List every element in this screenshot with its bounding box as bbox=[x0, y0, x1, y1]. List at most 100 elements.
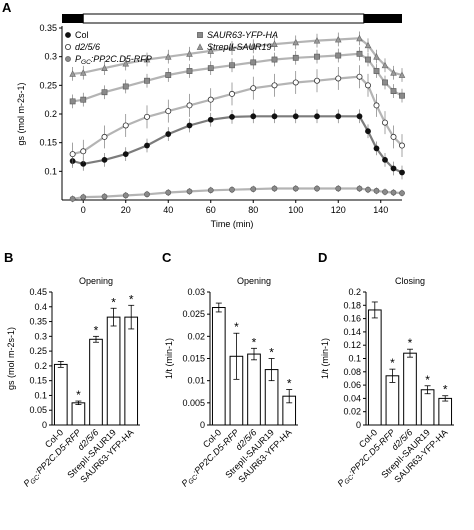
data-point bbox=[271, 56, 278, 63]
y-tick-label: 0.015 bbox=[182, 354, 205, 364]
data-point bbox=[250, 113, 257, 120]
y-tick-label: 0.25 bbox=[29, 346, 47, 356]
y-tick-label: 0.2 bbox=[44, 109, 57, 119]
significance-star: * bbox=[111, 295, 116, 309]
y-tick-label: 0.005 bbox=[182, 398, 205, 408]
y-tick-label: 0.35 bbox=[29, 317, 47, 327]
legend-label: d2/5/6 bbox=[75, 42, 100, 52]
x-axis-label: Time (min) bbox=[211, 219, 254, 229]
series-line bbox=[72, 75, 403, 156]
significance-star: * bbox=[76, 388, 81, 402]
y-tick-label: 0.16 bbox=[343, 314, 361, 324]
y-tick-label: 0.25 bbox=[39, 80, 57, 90]
data-point bbox=[228, 44, 236, 51]
data-point bbox=[80, 96, 87, 103]
data-point bbox=[101, 89, 108, 96]
data-point bbox=[101, 156, 108, 163]
data-point bbox=[398, 142, 405, 149]
y-tick-label: 0.02 bbox=[343, 407, 361, 417]
data-point bbox=[373, 52, 380, 60]
legend-marker bbox=[65, 44, 72, 51]
data-point bbox=[122, 83, 129, 90]
significance-star: * bbox=[390, 356, 395, 370]
data-point bbox=[186, 188, 193, 195]
data-point bbox=[271, 185, 278, 192]
y-tick-label: 0.03 bbox=[187, 287, 205, 297]
y-tick-label: 0.2 bbox=[34, 361, 47, 371]
data-point bbox=[249, 42, 257, 50]
dark-period-bar bbox=[62, 14, 84, 23]
data-point bbox=[365, 56, 371, 63]
data-point bbox=[250, 59, 257, 66]
data-point bbox=[122, 151, 129, 158]
y-tick-label: 0.1 bbox=[34, 390, 47, 400]
x-tick-label: 0 bbox=[81, 205, 86, 215]
data-point bbox=[364, 41, 372, 49]
bar bbox=[403, 352, 417, 426]
legend-label: Col bbox=[75, 30, 89, 40]
data-point bbox=[365, 186, 371, 193]
data-point bbox=[365, 128, 371, 135]
series-2 bbox=[69, 185, 405, 203]
legend-label: SAUR63-YFP-HA bbox=[207, 30, 278, 40]
y-tick-label: 0.3 bbox=[34, 331, 47, 341]
bar bbox=[211, 307, 226, 426]
data-point bbox=[382, 79, 388, 86]
data-point bbox=[250, 85, 257, 92]
data-point bbox=[165, 72, 172, 78]
series-line bbox=[72, 115, 403, 174]
panel-title: Opening bbox=[79, 276, 113, 286]
data-point bbox=[356, 113, 363, 120]
data-point bbox=[335, 185, 342, 192]
data-point bbox=[165, 189, 172, 196]
y-tick-label: 0.1 bbox=[44, 166, 57, 176]
data-point bbox=[364, 82, 371, 89]
data-point bbox=[144, 191, 150, 198]
data-point bbox=[356, 50, 363, 57]
data-point bbox=[390, 88, 397, 94]
data-point bbox=[122, 122, 129, 129]
data-point bbox=[271, 113, 278, 120]
bar bbox=[438, 397, 453, 426]
data-point bbox=[122, 59, 130, 67]
data-point bbox=[122, 192, 129, 199]
y-tick-label: 0.15 bbox=[39, 138, 57, 148]
data-point bbox=[314, 113, 320, 120]
data-point bbox=[207, 96, 214, 103]
series-line bbox=[72, 187, 403, 200]
data-point bbox=[207, 47, 215, 54]
data-point bbox=[79, 69, 87, 76]
data-point bbox=[69, 98, 76, 105]
panel-title: Closing bbox=[395, 276, 425, 286]
data-point bbox=[390, 189, 397, 196]
significance-star: * bbox=[443, 383, 448, 397]
panel-a: A 0.1 0.15 0.2 0.25 0.3 0.35 0 20 40 60 80 100 120 140… bbox=[2, 0, 406, 229]
data-point bbox=[207, 65, 214, 72]
series-4 bbox=[69, 31, 406, 82]
x-tick-label: 20 bbox=[121, 205, 131, 215]
data-point bbox=[356, 185, 363, 192]
data-point bbox=[271, 82, 278, 89]
y-tick-label: 0.04 bbox=[343, 393, 361, 403]
dark-period-bar-end bbox=[363, 14, 402, 23]
data-point bbox=[314, 185, 320, 192]
significance-star: * bbox=[408, 336, 413, 350]
bar bbox=[247, 353, 261, 426]
data-point bbox=[292, 38, 300, 46]
significance-star: * bbox=[269, 346, 274, 360]
data-point bbox=[373, 102, 380, 109]
data-point bbox=[164, 52, 172, 60]
data-point bbox=[398, 71, 406, 78]
data-point bbox=[399, 190, 405, 197]
panel-letter-d: D bbox=[318, 250, 327, 265]
light-period-bar bbox=[82, 13, 365, 24]
data-point bbox=[381, 61, 389, 69]
legend-label: PGC:PP2C.D5-RFP bbox=[75, 54, 152, 66]
legend-marker bbox=[196, 43, 204, 50]
series-3 bbox=[69, 46, 405, 109]
y-tick-label: 0.35 bbox=[39, 23, 57, 33]
data-point bbox=[292, 79, 299, 86]
data-point bbox=[143, 113, 150, 120]
y-tick-label: 0.45 bbox=[29, 287, 47, 297]
panel-c: C Opening 0 0.005 0.01 0.015 0.02 0.025 0.03 1/t … bbox=[162, 250, 298, 489]
